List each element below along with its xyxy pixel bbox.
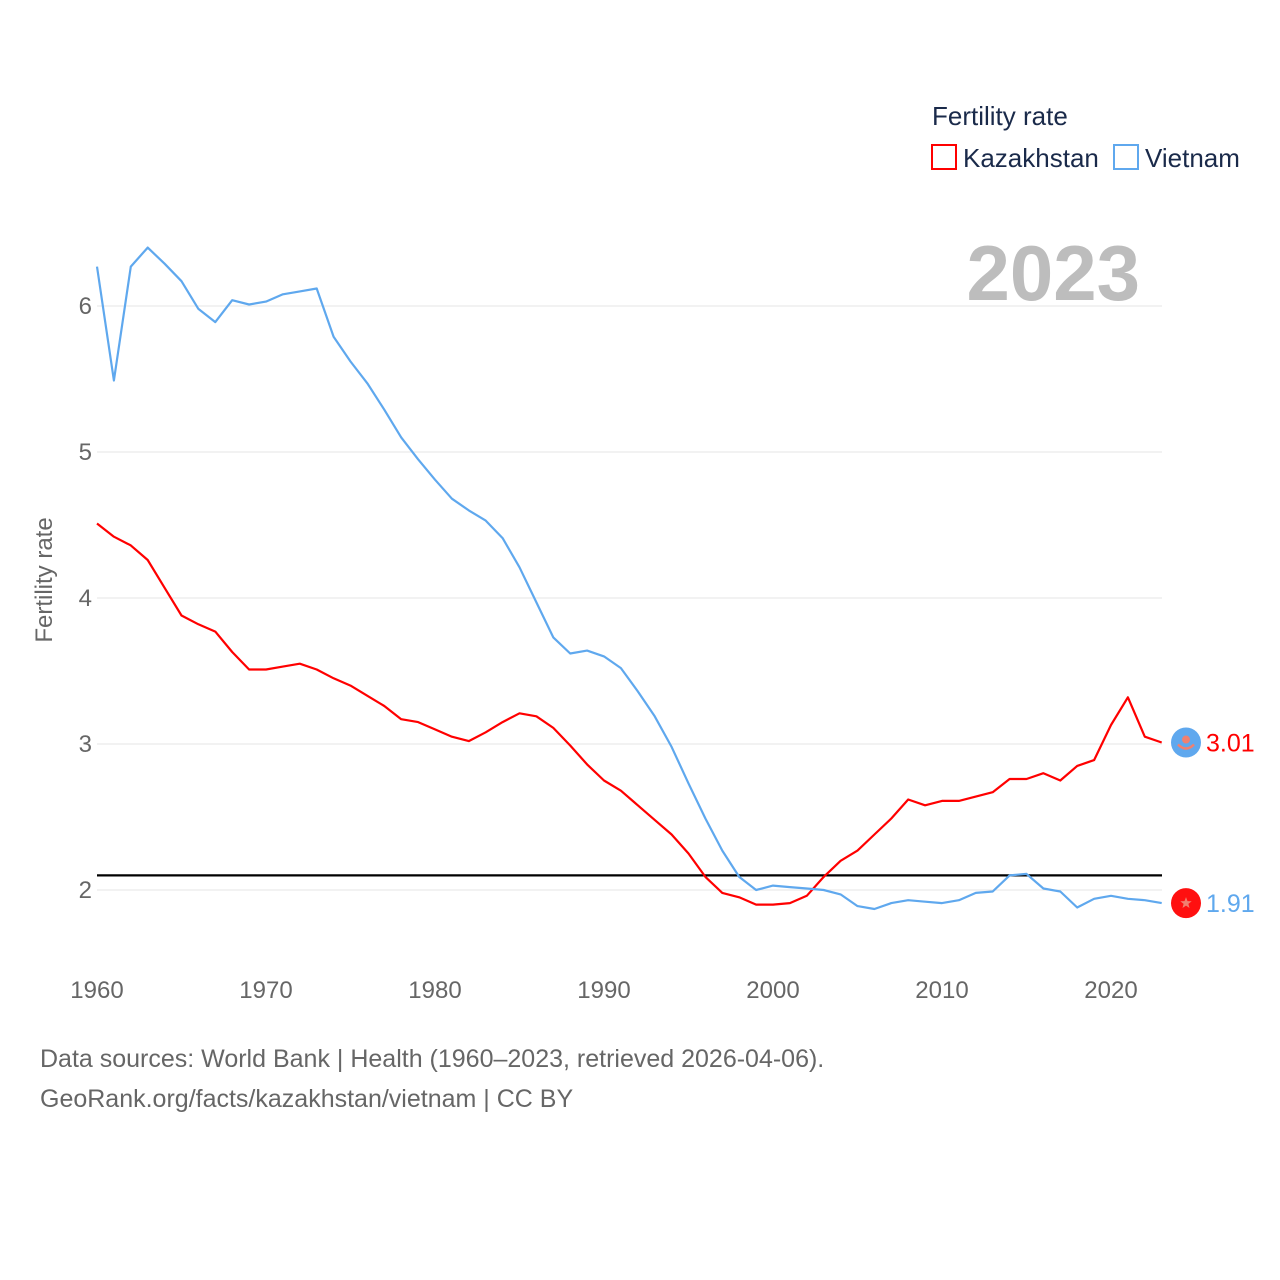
kazakhstan-flag-icon <box>1171 727 1201 758</box>
x-tick-label: 1980 <box>408 977 461 1004</box>
y-tick-label: 3 <box>79 731 92 758</box>
legend-item-kazakhstan[interactable]: Kazakhstan <box>931 143 1099 173</box>
y-tick-label: 4 <box>79 585 92 612</box>
source-link[interactable]: GeoRank.org/facts/kazakhstan/vietnam | C… <box>40 1085 574 1113</box>
y-axis-label: Fertility rate <box>31 517 58 642</box>
year-label: 2023 <box>966 229 1140 317</box>
x-tick-label: 1960 <box>70 977 123 1004</box>
legend-label-vietnam: Vietnam <box>1145 143 1240 173</box>
source-note: Data sources: World Bank | Health (1960–… <box>40 1045 825 1073</box>
y-tick-label: 5 <box>79 439 92 466</box>
x-tick-label: 2000 <box>746 977 799 1004</box>
star-shape <box>1180 897 1192 908</box>
legend-label-kazakhstan: Kazakhstan <box>963 143 1099 173</box>
eagle-shape <box>1177 743 1195 750</box>
legend-item-vietnam[interactable]: Vietnam <box>1113 143 1240 173</box>
fertility-chart: 2 3 4 5 6 1960 1970 1980 1990 2000 2010 2020 3.01 1… <box>31 101 1255 1004</box>
legend-swatch-vietnam <box>1113 144 1139 170</box>
y-tick-label: 2 <box>79 877 92 904</box>
x-tick-label: 1990 <box>577 977 630 1004</box>
vietnam-flag-icon <box>1171 888 1201 919</box>
y-tick-label: 6 <box>79 293 92 320</box>
sun-shape <box>1182 735 1190 744</box>
end-value-label: 3.01 <box>1206 730 1255 758</box>
legend-title: Fertility rate <box>932 101 1068 131</box>
x-tick-label: 2010 <box>915 977 968 1004</box>
end-value-label: 1.91 <box>1206 890 1255 918</box>
series-line-kazakhstan <box>96 522 1163 906</box>
legend-swatch-kazakhstan <box>931 144 957 170</box>
x-tick-label: 1970 <box>239 977 292 1004</box>
x-tick-label: 2020 <box>1084 977 1137 1004</box>
series-line-vietnam <box>95 246 1162 911</box>
